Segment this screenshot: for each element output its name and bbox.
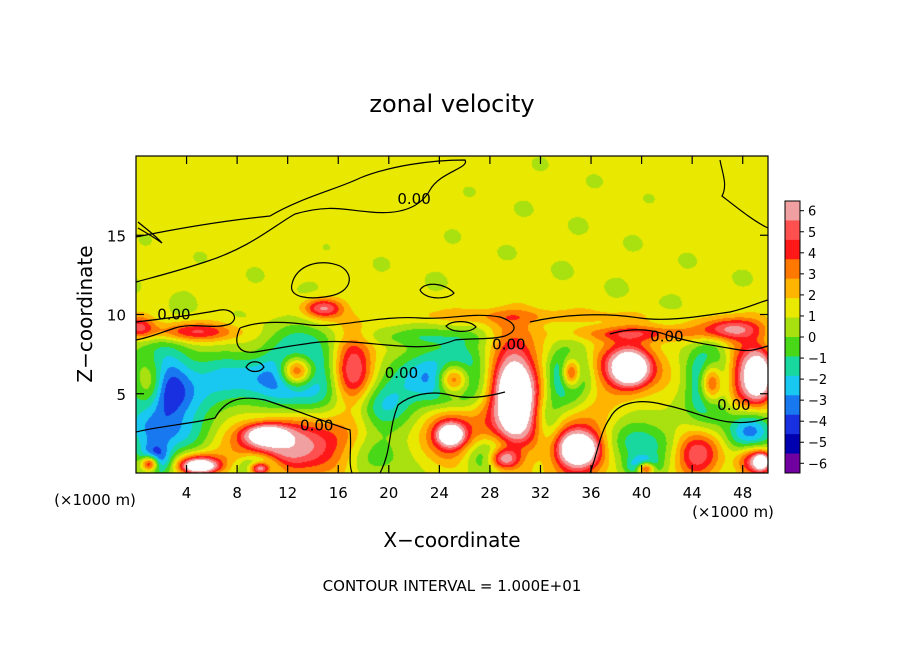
colorbar-band-8	[785, 356, 800, 377]
colorbar-tick-label-4: 2	[808, 289, 816, 304]
colorbar-tick-label-8: −2	[808, 373, 827, 388]
colorbar-band-4	[785, 278, 800, 299]
colorbar-band-2	[785, 239, 800, 260]
contour-interval-footer: CONTOUR INTERVAL = 1.000E+01	[323, 577, 582, 595]
contour-label-4: 0.00	[650, 328, 683, 346]
x-tick-label-12: 12	[278, 484, 297, 502]
colorbar-tick-label-0: 6	[808, 205, 816, 220]
zero-contour-lines	[135, 159, 769, 474]
x-tick-label-48: 48	[733, 484, 752, 502]
x-tick-label-32: 32	[531, 484, 550, 502]
contour-label-5: 0.00	[717, 396, 750, 414]
x-tick-label-24: 24	[430, 484, 449, 502]
zero-contour-bubble-1	[291, 262, 350, 299]
zero-contour-wedge	[137, 221, 163, 244]
colorbar-tick-label-9: −3	[808, 394, 827, 409]
colorbar-tick-label-2: 4	[808, 247, 816, 262]
x-tick-label-36: 36	[581, 484, 600, 502]
colorbar-band-7	[785, 337, 800, 357]
x-unit-label-left: (×1000 m)	[54, 491, 136, 509]
colorbar-band-6	[785, 317, 800, 338]
x-axis-label: X−coordinate	[383, 528, 520, 552]
y-tick-label-10: 10	[107, 307, 126, 325]
contour-label-0: 0.00	[397, 190, 430, 208]
y-tick-label-5: 5	[116, 386, 126, 404]
colorbar-band-5	[785, 298, 800, 319]
contour-label-6: 0.00	[300, 416, 333, 434]
zero-contour-midband	[135, 299, 769, 353]
zero-contour-lower	[135, 391, 769, 474]
y-axis: 5 10 15	[107, 227, 768, 404]
y-axis-label: Z−coordinate	[73, 245, 97, 382]
colorbar-tick-label-11: −5	[808, 436, 827, 451]
x-tick-label-4: 4	[182, 484, 192, 502]
x-tick-label-8: 8	[232, 484, 242, 502]
zero-contour-small-a	[245, 361, 265, 373]
colorbar-band-12	[785, 434, 800, 455]
zero-contour-upper-right	[719, 159, 769, 229]
colorbar-band-0	[785, 201, 800, 221]
chart-title: zonal velocity	[369, 90, 534, 118]
zero-contour-bubble-2	[419, 283, 455, 299]
colorbar-band-13	[785, 453, 800, 474]
contour-labels: 0.00 0.00 0.00 0.00 0.00 0.00 0.00	[157, 190, 750, 435]
x-tick-label-20: 20	[379, 484, 398, 502]
colorbar-band-11	[785, 414, 800, 435]
plot-area: 0.00 0.00 0.00 0.00 0.00 0.00 0.00	[135, 155, 769, 474]
colorbar-tick-label-6: 0	[808, 331, 816, 346]
zero-contour-upper	[135, 159, 466, 283]
x-unit-label-right: (×1000 m)	[692, 503, 774, 521]
x-tick-label-28: 28	[480, 484, 499, 502]
colorbar-band-10	[785, 395, 800, 416]
colorbar-tick-label-7: −1	[808, 352, 827, 367]
contour-label-3: 0.00	[492, 336, 525, 354]
colorbar-tick-label-1: 5	[808, 226, 816, 241]
x-tick-label-44: 44	[683, 484, 702, 502]
colorbar-band-9	[785, 375, 800, 396]
contour-label-2: 0.00	[385, 364, 418, 382]
colorbar-tick-label-10: −4	[808, 415, 827, 430]
x-tick-label-40: 40	[632, 484, 651, 502]
x-axis: 4 8 12 16 20 24 28 32 36 40 44 48	[182, 156, 752, 502]
colorbar-band-3	[785, 259, 800, 280]
contour-label-1: 0.00	[157, 306, 190, 324]
colorbar-band-1	[785, 220, 800, 241]
colorbar-tick-label-5: 1	[808, 310, 816, 325]
velocity-field-heatmap	[136, 156, 768, 473]
colorbar-tick-label-3: 3	[808, 268, 816, 283]
colorbar-tick-label-12: −6	[808, 457, 827, 472]
colorbar-legend: 6 5 4 3 2 1 0 −1 −2 −3 −4 −5 −6	[784, 200, 827, 474]
y-tick-label-15: 15	[107, 227, 126, 245]
x-tick-label-16: 16	[329, 484, 348, 502]
zero-contour-small-b	[445, 321, 477, 332]
